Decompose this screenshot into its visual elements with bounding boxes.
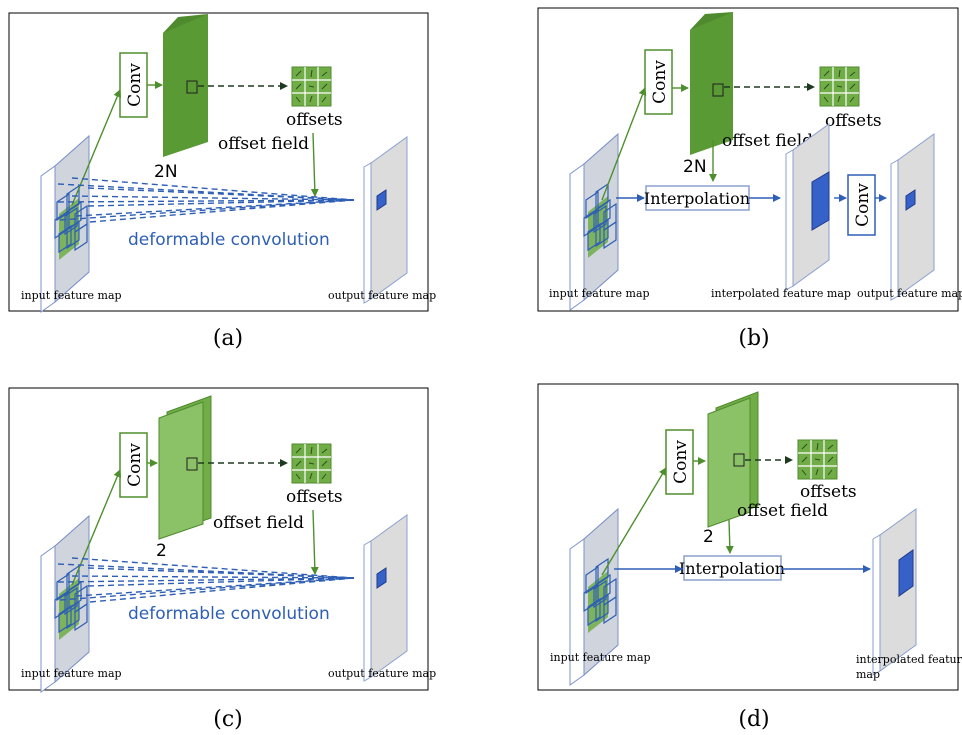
channels-label: 2: [703, 527, 714, 547]
caption-d: (d): [738, 707, 769, 732]
interpolation-label: Interpolation: [679, 559, 785, 578]
input-map-label: input feature map: [549, 287, 650, 300]
conv-box: [119, 52, 148, 118]
output-map-label: output feature map: [328, 289, 436, 302]
output-map-label: output feature map: [328, 667, 436, 680]
input-map-label: input feature map: [550, 651, 651, 664]
input-map-label: input feature map: [21, 667, 122, 680]
interpolation-box: [683, 555, 782, 581]
offset-field-label: offset field: [218, 134, 309, 154]
offsets-label: offsets: [800, 482, 857, 502]
output-map-label: output feature map: [857, 287, 962, 300]
caption-b: (b): [738, 326, 769, 351]
panel-a: Conv offsets offset field 2N deformable …: [8, 12, 436, 313]
offsets-label: offsets: [286, 487, 343, 507]
conv-label: Conv: [650, 60, 670, 104]
offsets-icon: [797, 439, 838, 480]
interpolation-label: Interpolation: [644, 189, 750, 208]
conv-label: Conv: [125, 63, 145, 107]
offset-field-label: offset field: [737, 501, 828, 521]
conv-box: [644, 49, 673, 115]
panel-d: Conv offsets offset field 2 Interpolatio…: [537, 383, 962, 691]
caption-a: (a): [213, 326, 243, 351]
panel-c: Conv offsets offset field 2 deformable c…: [8, 387, 436, 693]
deformable-lines: [57, 557, 355, 603]
caption-c: (c): [213, 707, 243, 732]
panel-b: Conv offsets offset field 2N Interpolati…: [537, 7, 962, 312]
input-map-label: input feature map: [21, 289, 122, 302]
conv2-box: [847, 174, 876, 236]
deformable-label: deformable convolution: [128, 604, 330, 624]
interpolated-map-label-line2: map: [856, 668, 880, 681]
channels-label: 2N: [683, 157, 707, 177]
interpolated-map-label-line1: interpolated feature: [856, 653, 962, 666]
deformable-lines: [57, 177, 355, 223]
offsets-icon: [819, 66, 860, 107]
offsets-label: offsets: [825, 111, 882, 131]
offsets-icon: [291, 66, 332, 107]
deformable-label: deformable convolution: [128, 230, 330, 250]
offset-field-layer-front: [707, 397, 751, 528]
conv-label: Conv: [671, 440, 691, 484]
conv2-label: Conv: [853, 183, 873, 227]
offset-field-layer-front: [158, 401, 204, 540]
conv-label: Conv: [125, 443, 145, 487]
interpolated-map-label: interpolated feature map: [711, 287, 851, 300]
conv-box: [665, 429, 694, 495]
channels-label: 2: [156, 541, 167, 561]
offsets-icon: [291, 443, 332, 484]
channels-label: 2N: [154, 162, 178, 182]
offset-field-label: offset field: [213, 513, 304, 533]
offsets-label: offsets: [286, 110, 343, 130]
conv-box: [119, 432, 148, 498]
offset-field-label: offset field: [722, 131, 813, 151]
